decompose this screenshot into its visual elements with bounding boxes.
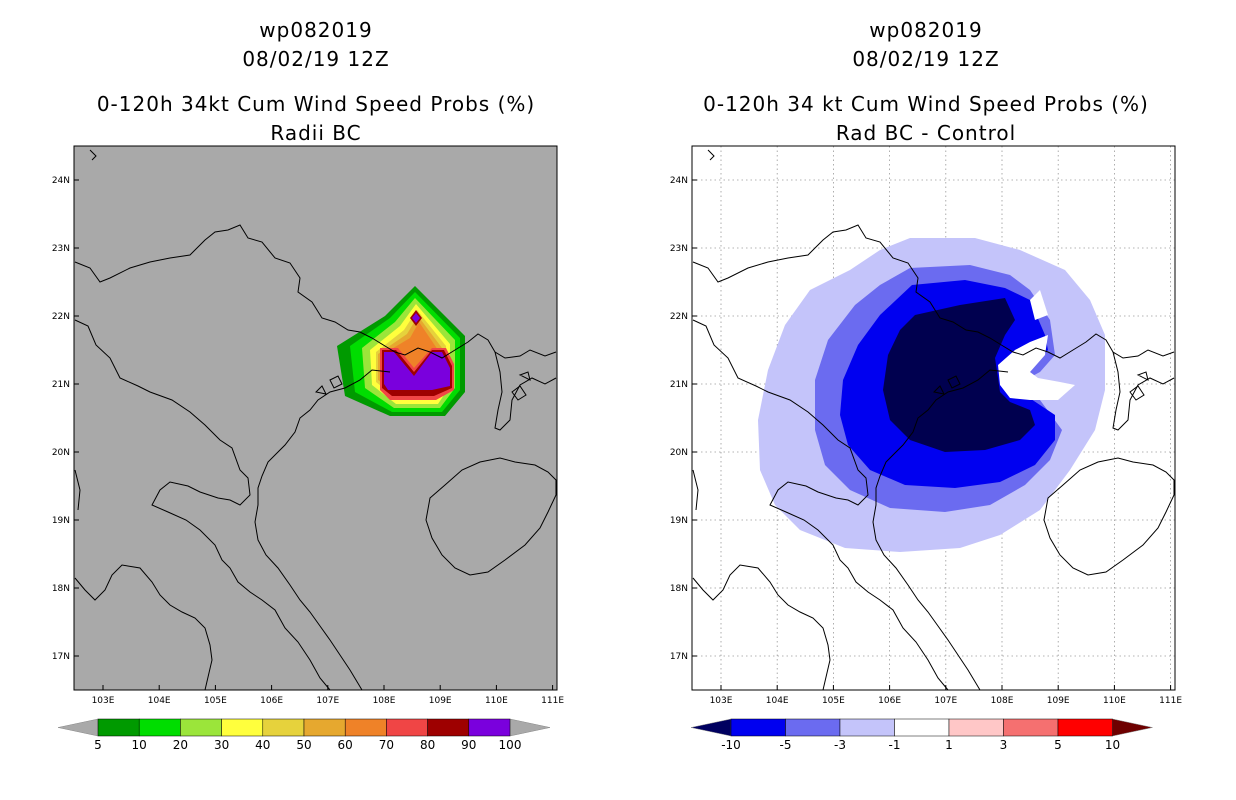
right-map-frame bbox=[691, 145, 1176, 691]
right-lat-label: 24N bbox=[670, 176, 688, 186]
left-product-title: 0-120h 34kt Cum Wind Speed Probs (%) bbox=[96, 92, 536, 116]
left-map: 24N 23N 22N 21N 20N 19N 18N 17N 103E 104E 105E 106… bbox=[52, 145, 564, 706]
right-lat-axis: 24N 23N 22N 21N 20N 19N 18N 17N bbox=[670, 176, 697, 662]
right-lat-label: 19N bbox=[670, 516, 688, 526]
right-colorbar-label: 1 bbox=[945, 738, 953, 752]
right-colorbar-label: -1 bbox=[889, 738, 901, 752]
left-lat-label: 19N bbox=[52, 516, 70, 526]
left-colorbar: 5 10 20 30 40 50 60 70 80 90 100 bbox=[57, 718, 551, 752]
right-lon-label: 111E bbox=[1159, 696, 1182, 706]
right-lat-label: 20N bbox=[670, 448, 688, 458]
left-colorbar-swatch bbox=[180, 718, 222, 737]
right-colorbar-swatch bbox=[1057, 718, 1113, 737]
right-colorbar-label: 5 bbox=[1054, 738, 1062, 752]
left-colorbar-label: 60 bbox=[338, 738, 353, 752]
right-colorbar-under-triangle bbox=[690, 718, 732, 737]
left-colorbar-label: 90 bbox=[461, 738, 476, 752]
right-colorbar-over-triangle bbox=[1112, 718, 1153, 737]
left-lat-label: 21N bbox=[52, 380, 70, 390]
left-colorbar-swatch bbox=[138, 718, 181, 737]
left-colorbar-label: 40 bbox=[255, 738, 270, 752]
left-lat-label: 24N bbox=[52, 176, 70, 186]
right-map-grid bbox=[692, 146, 1175, 690]
left-colorbar-over-triangle bbox=[509, 718, 551, 737]
left-colorbar-label: 5 bbox=[94, 738, 102, 752]
right-storm-id: wp082019 bbox=[869, 18, 983, 42]
left-lon-label: 110E bbox=[485, 696, 508, 706]
right-colorbar-swatch bbox=[948, 718, 1004, 737]
right-lon-label: 107E bbox=[934, 696, 957, 706]
right-lon-label: 106E bbox=[878, 696, 901, 706]
right-lon-label: 104E bbox=[766, 696, 789, 706]
left-map-background bbox=[74, 146, 557, 690]
right-colorbar: -10 -5 -3 -1 1 3 5 10 bbox=[690, 718, 1153, 752]
left-colorbar-label: 20 bbox=[173, 738, 188, 752]
right-lat-label: 23N bbox=[670, 244, 688, 254]
left-date: 08/02/19 12Z bbox=[242, 47, 390, 71]
right-map: 24N 23N 22N 21N 20N 19N 18N 17N 103E 104E 105E 106… bbox=[670, 145, 1182, 706]
right-colorbar-label: -3 bbox=[834, 738, 846, 752]
right-date: 08/02/19 12Z bbox=[852, 47, 1000, 71]
right-product-title: 0-120h 34 kt Cum Wind Speed Probs (%) bbox=[703, 92, 1149, 116]
right-colorbar-swatch bbox=[839, 718, 895, 737]
right-lon-label: 103E bbox=[710, 696, 733, 706]
right-lat-label: 18N bbox=[670, 584, 688, 594]
left-lat-label: 18N bbox=[52, 584, 70, 594]
left-lat-axis: 24N 23N 22N 21N 20N 19N 18N 17N bbox=[52, 176, 79, 662]
right-lat-label: 22N bbox=[670, 312, 688, 322]
right-lon-axis: 103E 104E 105E 106E 107E 108E 109E 110E 111E bbox=[710, 685, 1182, 706]
left-lon-label: 105E bbox=[204, 696, 227, 706]
left-colorbar-label: 70 bbox=[379, 738, 394, 752]
right-colorbar-label: 3 bbox=[1000, 738, 1008, 752]
left-colorbar-label: 100 bbox=[499, 738, 522, 752]
left-storm-id: wp082019 bbox=[259, 18, 373, 42]
left-lat-label: 22N bbox=[52, 312, 70, 322]
left-colorbar-swatch bbox=[303, 718, 346, 737]
left-colorbar-swatch bbox=[344, 718, 387, 737]
right-lat-label: 17N bbox=[670, 652, 688, 662]
right-lon-label: 108E bbox=[991, 696, 1014, 706]
left-colorbar-label: 30 bbox=[214, 738, 229, 752]
right-lon-label: 105E bbox=[822, 696, 845, 706]
left-lon-label: 104E bbox=[148, 696, 171, 706]
left-lon-axis: 103E 104E 105E 106E 107E 108E 109E 110E 111E bbox=[92, 685, 564, 706]
left-lat-label: 20N bbox=[52, 448, 70, 458]
right-colorbar-swatch bbox=[894, 718, 950, 737]
right-lon-label: 110E bbox=[1103, 696, 1126, 706]
left-colorbar-swatch bbox=[262, 718, 305, 737]
left-colorbar-swatch bbox=[468, 718, 511, 737]
left-probability-contours bbox=[337, 286, 465, 416]
left-colorbar-label: 80 bbox=[420, 738, 435, 752]
left-colorbar-label: 10 bbox=[132, 738, 147, 752]
right-lat-label: 21N bbox=[670, 380, 688, 390]
left-colorbar-swatch bbox=[97, 718, 140, 737]
right-colorbar-swatch bbox=[730, 718, 786, 737]
right-colorbar-label: -10 bbox=[721, 738, 741, 752]
left-lon-label: 109E bbox=[429, 696, 452, 706]
left-lon-label: 108E bbox=[373, 696, 396, 706]
right-colorbar-swatch bbox=[1003, 718, 1059, 737]
left-title-block: wp082019 08/02/19 12Z 0-120h 34kt Cum Wi… bbox=[66, 16, 566, 148]
right-colorbar-swatch bbox=[785, 718, 841, 737]
left-colorbar-swatch bbox=[386, 718, 428, 737]
right-colorbar-label: 10 bbox=[1105, 738, 1120, 752]
left-colorbar-under-triangle bbox=[57, 718, 99, 737]
right-difference-contours bbox=[758, 238, 1105, 552]
left-lon-label: 106E bbox=[260, 696, 283, 706]
right-lon-label: 109E bbox=[1047, 696, 1070, 706]
left-map-frame bbox=[73, 145, 558, 691]
left-colorbar-swatch bbox=[221, 718, 264, 737]
left-lon-label: 111E bbox=[541, 696, 564, 706]
right-colorbar-label: -5 bbox=[780, 738, 792, 752]
left-subtitle: Radii BC bbox=[270, 121, 362, 145]
left-lon-label: 107E bbox=[316, 696, 339, 706]
left-colorbar-label: 50 bbox=[296, 738, 311, 752]
left-colorbar-swatch bbox=[427, 718, 470, 737]
right-subtitle: Rad BC - Control bbox=[835, 121, 1017, 145]
left-lon-label: 103E bbox=[92, 696, 115, 706]
left-lat-label: 17N bbox=[52, 652, 70, 662]
left-lat-label: 23N bbox=[52, 244, 70, 254]
right-title-block: wp082019 08/02/19 12Z 0-120h 34 kt Cum W… bbox=[676, 16, 1176, 148]
